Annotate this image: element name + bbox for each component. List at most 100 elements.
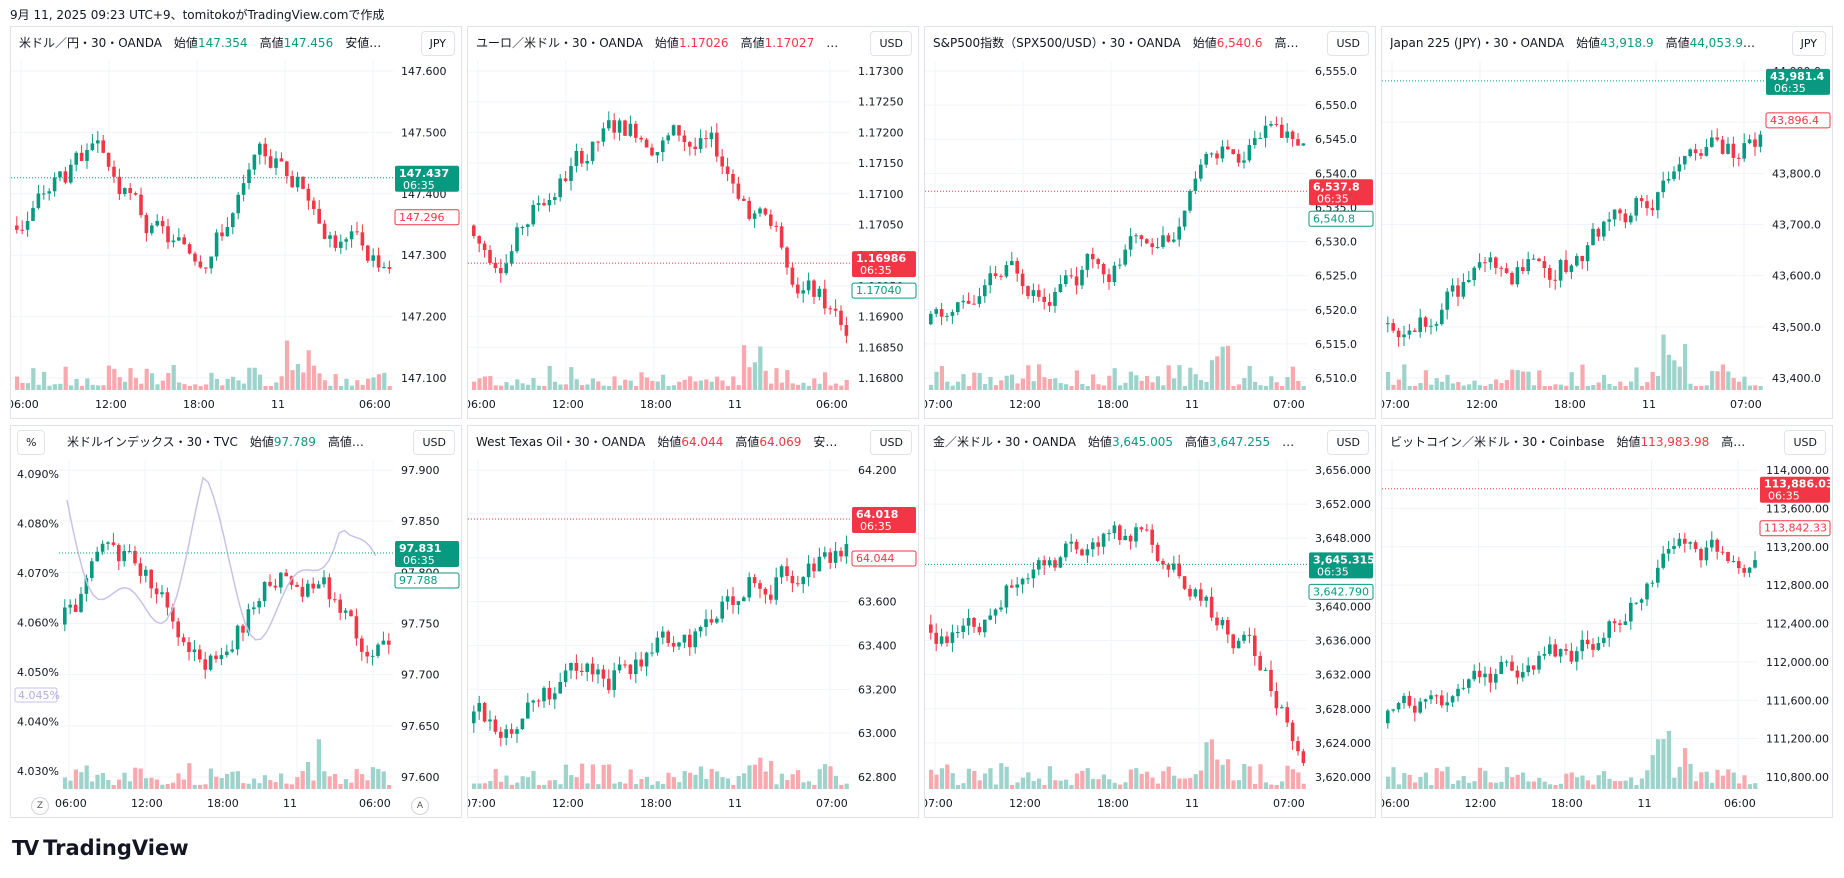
candle-body: [36, 193, 41, 208]
symbol-title[interactable]: Japan 225 (JPY)・30・OANDA 始値43,918.9 高値44…: [1390, 34, 1758, 51]
chart-panel[interactable]: 114,000.00 113,600.00 113,200.00 112,800.00…: [1381, 425, 1833, 818]
volume-bar: [677, 381, 682, 390]
volume-bar: [198, 784, 203, 789]
volume-bar: [36, 384, 41, 390]
candle-body: [752, 213, 757, 219]
candle-body: [365, 651, 369, 657]
candle-body: [1677, 538, 1682, 546]
footer-logo[interactable]: TV TradingView: [12, 836, 189, 860]
candle-body: [1656, 567, 1660, 583]
candle-body: [769, 594, 773, 600]
volume-bar: [176, 773, 181, 789]
candle-body: [585, 663, 589, 673]
candle-body: [1134, 235, 1138, 237]
volume-bar: [1488, 782, 1493, 789]
volume-bar: [1580, 775, 1585, 789]
price-chart[interactable]: 97.90097.85097.80097.75097.70097.65097.6…: [11, 426, 462, 818]
symbol-title[interactable]: ビットコイン／米ドル・30・Coinbase 始値113,983.98 高値…: [1390, 433, 1752, 450]
candle-body: [1182, 210, 1187, 227]
chart-panel[interactable]: 1.17300 1.17250 1.17200 1.17150 1.17100 1.170…: [467, 26, 919, 419]
symbol-title[interactable]: 金／米ドル・30・OANDA 始値3,645.005 高値3,647.255 安…: [933, 433, 1301, 450]
candle-body: [1688, 542, 1692, 544]
candle-body: [817, 556, 822, 572]
volume-bar: [1053, 378, 1058, 390]
volume-bar: [1548, 385, 1553, 390]
candle-body: [1726, 143, 1730, 154]
candle-body: [531, 700, 535, 703]
price-chart[interactable]: 6,555.06,550.06,545.06,540.06,535.06,530…: [925, 27, 1376, 419]
currency-button[interactable]: USD: [870, 430, 912, 455]
zoom-toggle-button[interactable]: Z: [31, 797, 49, 815]
currency-button[interactable]: USD: [1784, 430, 1826, 455]
symbol-title[interactable]: West Texas Oil・30・OANDA 始値64.044 高値64.06…: [476, 433, 844, 450]
countdown-label: 06:35: [403, 179, 435, 192]
volume-bar: [1596, 382, 1601, 390]
y-axis-tick: 3,628.000: [1315, 703, 1371, 716]
volume-bar: [258, 374, 263, 390]
candle-body: [580, 670, 584, 673]
currency-button[interactable]: USD: [870, 31, 912, 56]
candle-body: [1015, 261, 1019, 274]
volume-bar: [1064, 384, 1069, 390]
candle-body: [1285, 707, 1289, 723]
candle-body: [117, 545, 121, 562]
price-chart[interactable]: 147.600147.500147.400147.300147.200147.1…: [11, 27, 462, 419]
countdown-label: 06:35: [860, 264, 892, 277]
currency-button[interactable]: USD: [413, 430, 455, 455]
volume-bar: [1031, 780, 1036, 789]
candle-body: [612, 670, 616, 691]
currency-button[interactable]: JPY: [1791, 31, 1826, 56]
left-axis-tick: 4.040%: [17, 716, 59, 729]
volume-bar: [1564, 385, 1569, 390]
price-chart[interactable]: 1.17300 1.17250 1.17200 1.17150 1.17100 1.170…: [468, 27, 919, 419]
chart-panel[interactable]: 44,000.043,900.043,800.043,700.043,600.0…: [1381, 26, 1833, 419]
price-chart[interactable]: 44,000.043,900.043,800.043,700.043,600.0…: [1382, 27, 1833, 419]
volume-bar: [387, 784, 392, 789]
candle-body: [279, 572, 283, 588]
volume-bar: [1193, 774, 1198, 789]
candle-body: [247, 169, 251, 184]
volume-bar: [666, 385, 671, 390]
volume-bar: [1758, 385, 1763, 390]
chart-panel[interactable]: 147.600 147.500 147.400 147.300 147.200 147.1…: [10, 26, 462, 419]
x-axis-tick: 18:00: [1097, 797, 1129, 810]
volume-bar: [1639, 385, 1644, 390]
candle-body: [1591, 644, 1595, 650]
candle-body: [252, 607, 256, 610]
volume-bar: [966, 768, 971, 789]
volume-bar: [257, 783, 262, 789]
volume-bar: [247, 367, 252, 390]
candle-body: [1391, 709, 1395, 711]
candle-body: [607, 120, 611, 129]
candle-body: [725, 166, 730, 174]
chart-panel[interactable]: 97.90097.85097.80097.75097.70097.65097.6…: [10, 425, 462, 818]
candle-body: [1596, 228, 1601, 237]
volume-bar: [1521, 772, 1526, 789]
chart-panel[interactable]: 6,555.0 6,550.0 6,545.0 6,540.0 6,535.0 6,530…: [924, 26, 1376, 419]
volume-bar: [1069, 385, 1074, 390]
price-chart[interactable]: 3,656.0003,652.0003,648.0003,644.0003,64…: [925, 426, 1376, 818]
candle-body: [1026, 286, 1030, 297]
candle-body: [1499, 267, 1503, 269]
candle-body: [47, 191, 51, 194]
volume-bar: [1704, 385, 1709, 390]
volume-bar: [596, 381, 601, 390]
chart-panel[interactable]: 64.20064.00063.80063.60063.40063.20063.0…: [467, 425, 919, 818]
currency-button[interactable]: USD: [1327, 31, 1369, 56]
candle-body: [1569, 265, 1574, 273]
symbol-title[interactable]: S&P500指数（SPX500/USD）・30・OANDA 始値6,540.6 …: [933, 34, 1301, 51]
auto-scale-button[interactable]: A: [411, 797, 429, 815]
percent-scale-button[interactable]: %: [17, 430, 46, 455]
currency-button[interactable]: JPY: [420, 31, 455, 56]
symbol-title[interactable]: ユーロ／米ドル・30・OANDA 始値1.17026 高値1.17027 安値…: [476, 34, 844, 51]
price-chart[interactable]: 114,000.00 113,600.00 113,200.00 112,800.00…: [1382, 426, 1833, 818]
volume-bar: [628, 769, 633, 789]
price-chart[interactable]: 64.20064.00063.80063.60063.40063.20063.0…: [468, 426, 919, 818]
volume-bar: [806, 781, 811, 789]
volume-bar: [742, 773, 747, 789]
currency-button[interactable]: USD: [1327, 430, 1369, 455]
chart-panel[interactable]: 3,656.0003,652.0003,648.0003,644.0003,64…: [924, 425, 1376, 818]
candle-body: [1242, 160, 1246, 163]
symbol-title[interactable]: 米ドル／円・30・OANDA 始値147.354 高値147.456 安値147…: [19, 34, 387, 51]
symbol-title[interactable]: 米ドルインデックス・30・TVC 始値97.789 高値…: [67, 433, 364, 450]
